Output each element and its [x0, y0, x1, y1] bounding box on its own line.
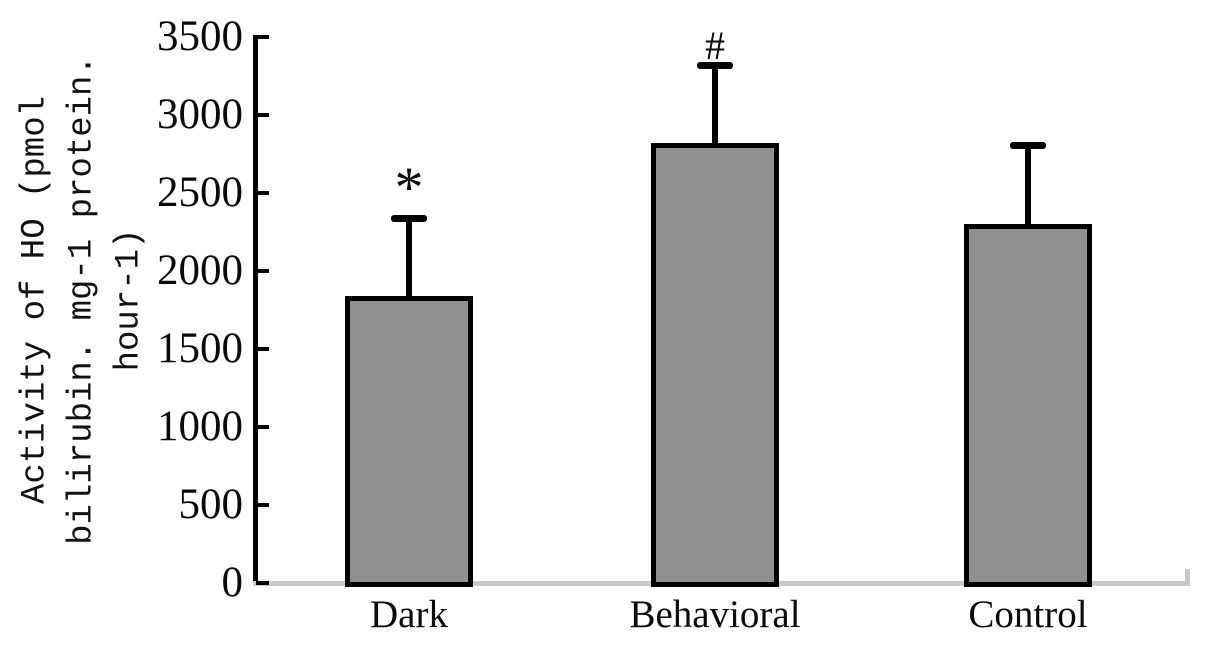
error-bar-line	[406, 217, 412, 296]
y-tick-label: 2500	[157, 169, 243, 216]
y-tick-mark	[256, 503, 269, 507]
y-tick-label: 0	[221, 559, 244, 606]
error-bar-cap	[697, 62, 733, 70]
error-bar-line	[712, 65, 718, 144]
x-tick-label: Behavioral	[629, 593, 801, 636]
error-bar-line	[1025, 144, 1031, 225]
bar	[651, 143, 779, 587]
bar	[964, 224, 1092, 587]
y-tick-label: 1500	[157, 325, 243, 372]
x-axis-right-stub	[1185, 569, 1190, 586]
y-tick-label: 1000	[157, 403, 243, 450]
x-tick-label: Control	[968, 593, 1088, 636]
y-tick-mark	[256, 35, 269, 39]
y-tick-mark	[256, 425, 269, 429]
y-tick-label: 2000	[157, 247, 243, 294]
y-tick-mark	[256, 191, 269, 195]
y-tick-label: 500	[178, 481, 244, 528]
y-tick-mark	[256, 581, 269, 585]
y-tick-label: 3000	[157, 91, 243, 138]
bar	[345, 295, 473, 587]
y-tick-mark	[256, 113, 269, 117]
significance-star: *	[394, 154, 424, 220]
y-axis-line	[253, 35, 258, 586]
error-bar-cap	[1010, 141, 1046, 149]
y-tick-mark	[256, 347, 269, 351]
y-tick-mark	[256, 269, 269, 273]
y-tick-label: 3500	[157, 13, 243, 60]
error-bar-cap	[391, 214, 427, 222]
x-tick-label: Dark	[370, 593, 448, 636]
significance-hash: #	[705, 23, 725, 69]
